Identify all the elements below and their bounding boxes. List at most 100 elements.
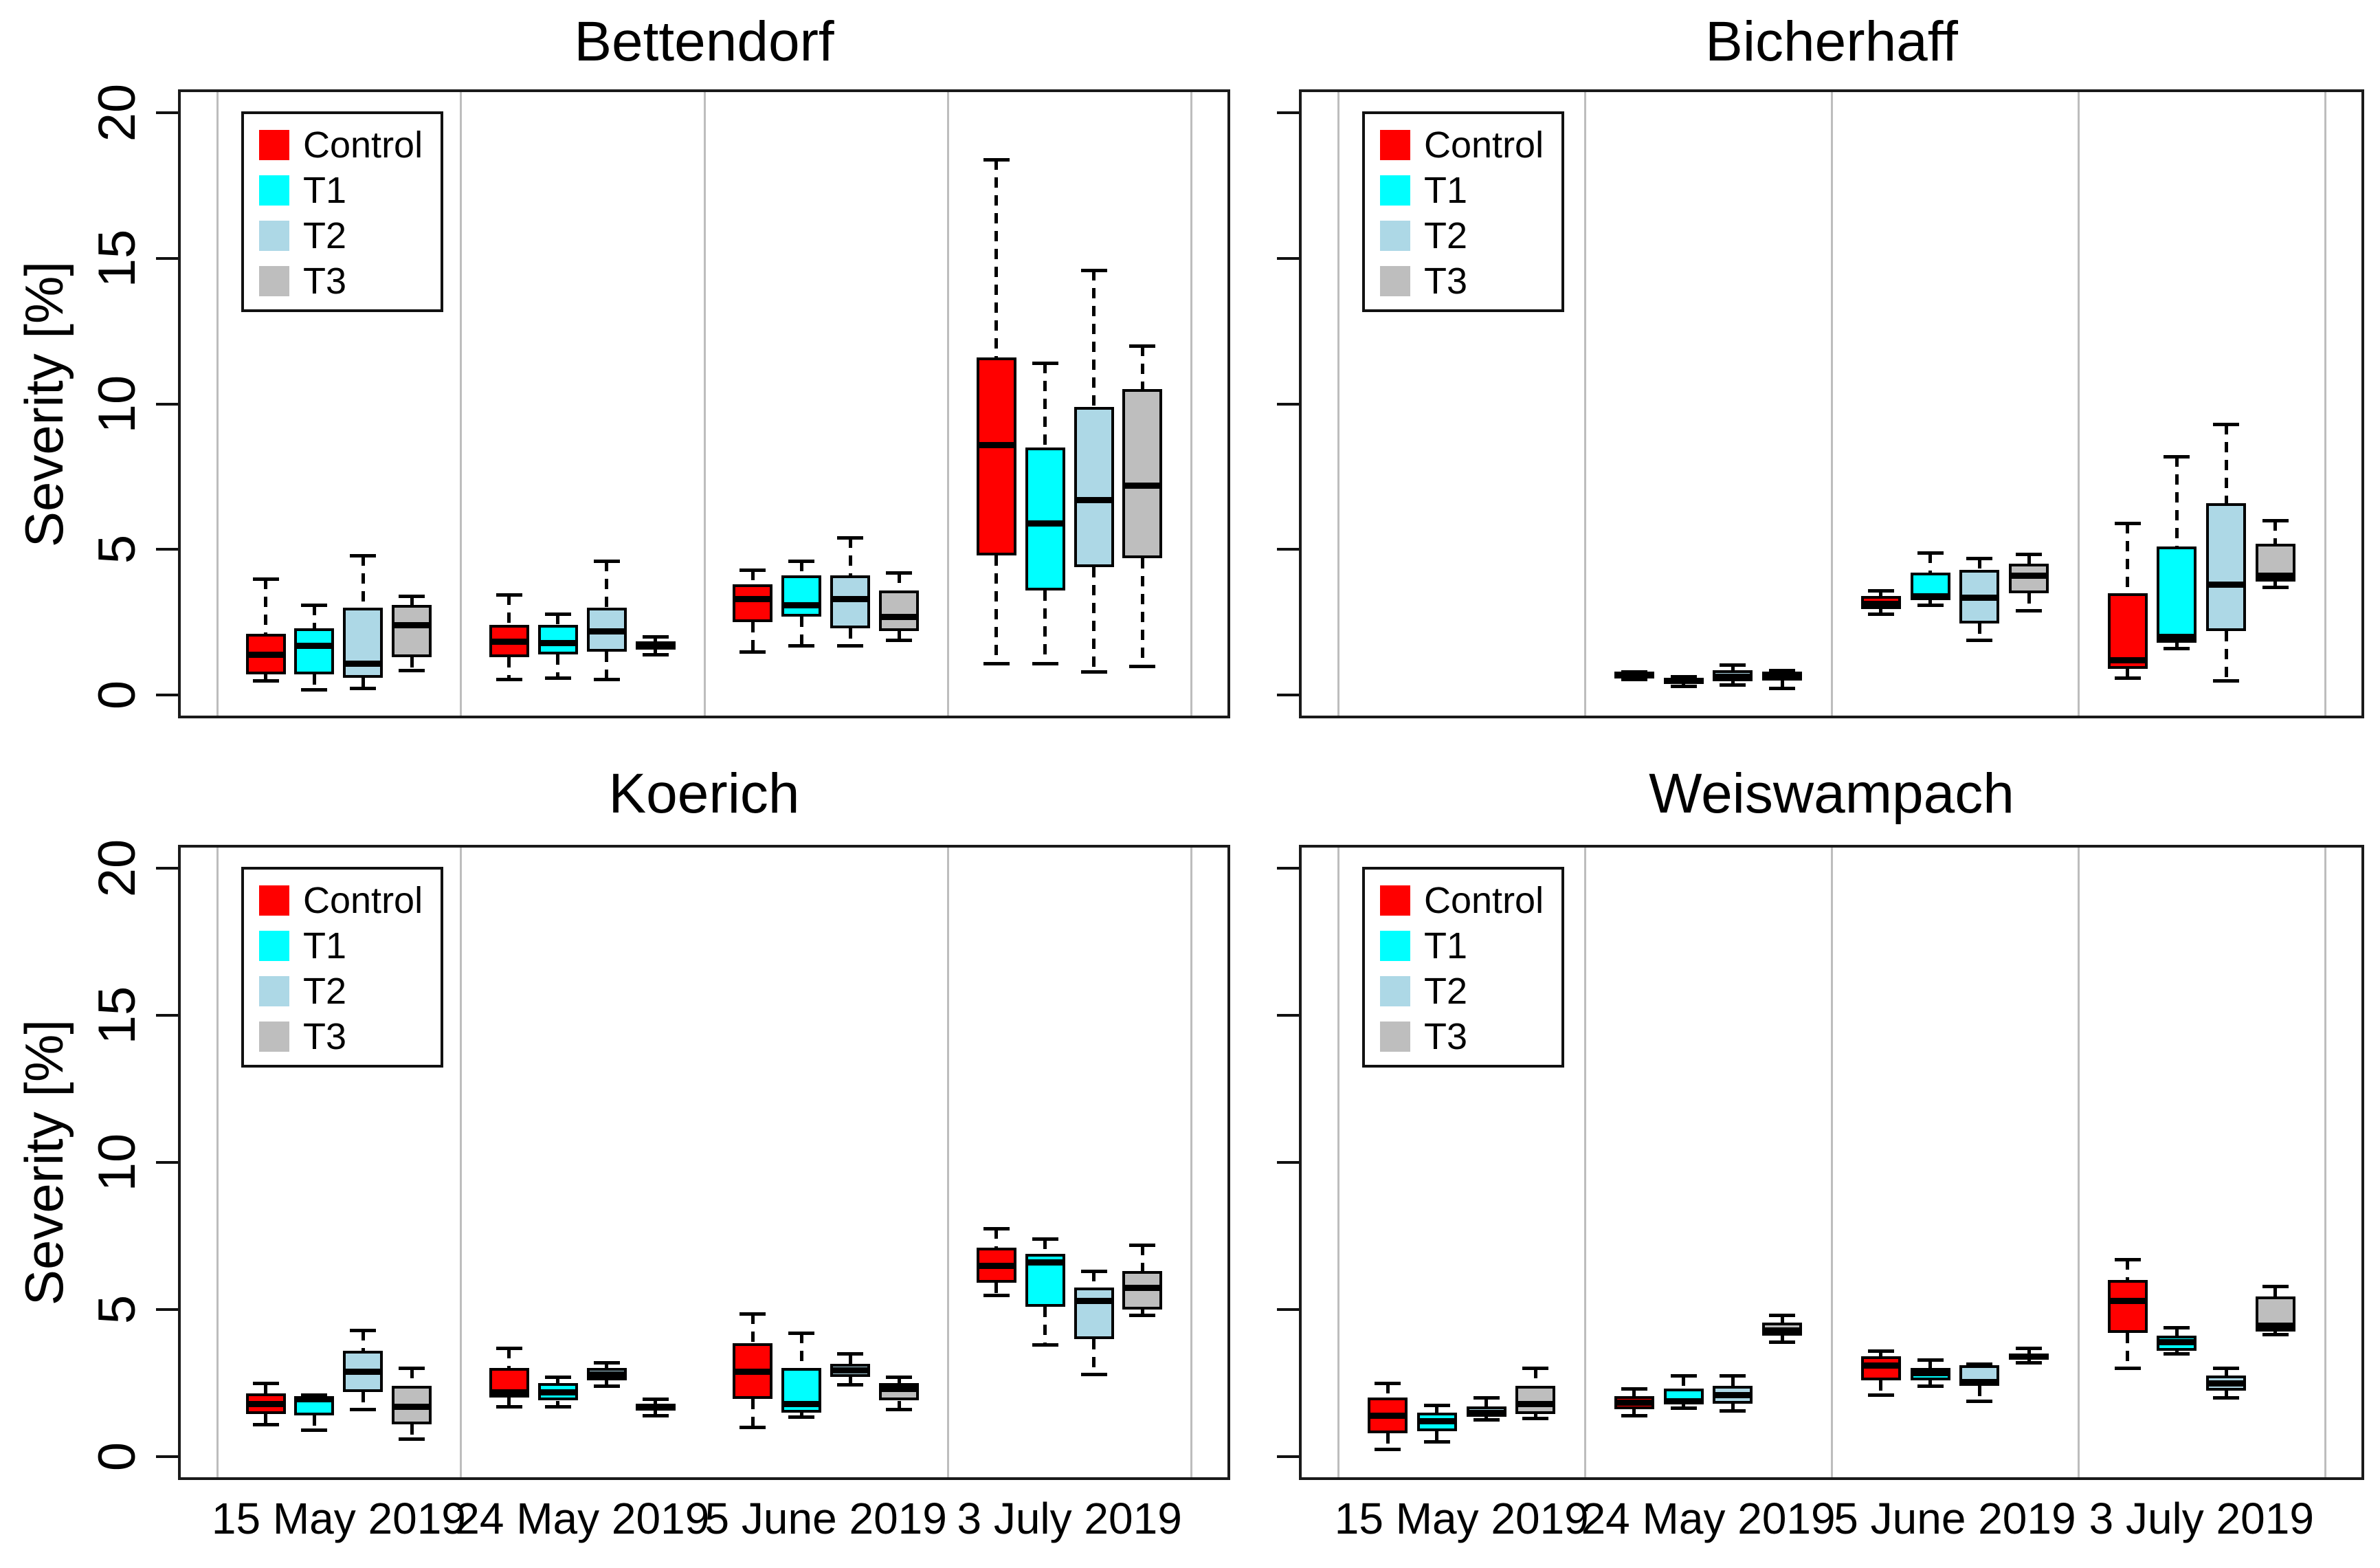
boxplot-cap-upper — [886, 1376, 913, 1380]
boxplot-whisker-lower — [848, 628, 852, 646]
boxplot-cap-upper — [1966, 557, 1993, 560]
boxplot-cap-lower — [593, 677, 620, 681]
boxplot-whisker-lower — [410, 1424, 414, 1439]
boxplot-whisker-lower — [1682, 1403, 1686, 1409]
boxplot-cap-lower — [350, 686, 377, 690]
boxplot-cap-upper — [739, 1312, 766, 1316]
legend-item-t3: T3 — [1380, 1018, 1544, 1055]
group-separator — [1831, 848, 1833, 1477]
boxplot-cap-upper — [350, 1328, 377, 1332]
boxplot-whisker-upper — [1533, 1368, 1537, 1387]
boxplot-median — [2157, 1338, 2197, 1345]
boxplot-whisker-lower — [2027, 593, 2031, 611]
boxplot-cap-upper — [544, 612, 571, 616]
x-tick-label: 5 June 2019 — [704, 1494, 947, 1543]
boxplot-median — [781, 601, 822, 608]
boxplot-whisker-lower — [750, 1399, 755, 1427]
boxplot-cap-upper — [1375, 1381, 1401, 1385]
boxplot-cap-upper — [739, 568, 766, 572]
legend-item-control: Control — [1380, 126, 1544, 164]
boxplot-whisker-upper — [556, 613, 560, 626]
boxplot-whisker-upper — [410, 1368, 414, 1387]
boxplot-whisker-lower — [994, 1283, 999, 1295]
boxplot-median — [1614, 672, 1654, 678]
boxplot-whisker-upper — [1140, 1244, 1144, 1272]
boxplot-median — [1762, 673, 1803, 680]
legend-swatch-t2 — [1380, 221, 1410, 251]
boxplot-whisker-upper — [2175, 1327, 2179, 1336]
boxplot-whisker-upper — [2224, 424, 2228, 503]
boxplot-cap-lower — [399, 669, 425, 673]
boxplot-cap-upper — [1129, 344, 1156, 348]
legend: Control T1 T2 T3 — [241, 867, 444, 1068]
y-axis-tick — [156, 548, 178, 551]
boxplot-cap-lower — [350, 1408, 377, 1412]
legend: Control T1 T2 T3 — [1362, 867, 1565, 1068]
boxplot-whisker-lower — [410, 657, 414, 671]
boxplot-median — [1910, 593, 1950, 600]
boxplot-cap-lower — [886, 638, 913, 642]
boxplot-whisker-lower — [1435, 1431, 1439, 1442]
boxplot-cap-lower — [983, 661, 1010, 665]
group-separator — [2324, 848, 2326, 1477]
legend: Control T1 T2 T3 — [241, 111, 444, 312]
boxplot-cap-lower — [837, 1382, 864, 1387]
boxplot-whisker-upper — [1977, 558, 1981, 570]
boxplot-whisker-upper — [361, 555, 365, 608]
boxplot-cap-lower — [1080, 670, 1107, 674]
legend-label-t3: T3 — [1424, 261, 1468, 302]
legend-label-control: Control — [1424, 880, 1544, 921]
boxplot-whisker-lower — [264, 1413, 268, 1424]
boxplot-cap-lower — [1080, 1373, 1107, 1376]
y-axis-tick — [156, 1161, 178, 1164]
boxplot-median — [1074, 497, 1114, 504]
boxplot-cap-lower — [1670, 685, 1697, 689]
y-axis-tick — [156, 111, 178, 114]
boxplot-cap-lower — [496, 677, 522, 681]
boxplot-box-t1 — [294, 628, 335, 675]
boxplot-cap-upper — [983, 157, 1010, 162]
boxplot-median — [1122, 1284, 1163, 1291]
x-tick-label: 15 May 2019 — [211, 1494, 466, 1543]
legend-label-t1: T1 — [1424, 925, 1468, 967]
group-separator — [2324, 92, 2326, 716]
boxplot-whisker-upper — [264, 1382, 268, 1393]
boxplot-whisker-upper — [994, 159, 999, 357]
boxplot-cap-upper — [983, 1227, 1010, 1231]
boxplot-cap-upper — [642, 1398, 669, 1402]
boxplot-median — [1025, 1259, 1065, 1266]
boxplot-cap-lower — [1473, 1418, 1500, 1422]
boxplot-box-t3 — [879, 590, 920, 631]
y-axis-tick — [1277, 1161, 1299, 1164]
boxplot-median — [2107, 657, 2148, 664]
boxplot-whisker-upper — [1092, 1271, 1096, 1288]
boxplot-whisker-lower — [1092, 1338, 1096, 1374]
boxplot-cap-upper — [2114, 522, 2141, 526]
boxplot-whisker-lower — [897, 630, 901, 640]
boxplot-median — [489, 638, 529, 645]
boxplot-whisker-lower — [897, 1400, 901, 1410]
boxplot-cap-lower — [837, 644, 864, 648]
boxplot-cap-upper — [788, 1332, 815, 1336]
boxplot-whisker-lower — [2273, 1331, 2278, 1335]
boxplot-median — [1663, 1398, 1704, 1404]
boxplot-whisker-lower — [1731, 681, 1735, 685]
boxplot-whisker-upper — [2126, 523, 2130, 593]
boxplot-cap-upper — [1917, 551, 1944, 555]
boxplot-cap-lower — [1917, 1384, 1944, 1389]
boxplot-cap-lower — [2262, 586, 2289, 590]
boxplot-box-control — [976, 357, 1016, 555]
legend-label-t2: T2 — [1424, 215, 1468, 256]
boxplot-cap-upper — [1720, 1374, 1746, 1378]
boxplot-cap-lower — [739, 1426, 766, 1429]
boxplot-whisker-upper — [1435, 1404, 1439, 1413]
boxplot-cap-lower — [642, 652, 669, 656]
group-separator — [216, 848, 219, 1477]
boxplot-whisker-upper — [1731, 664, 1735, 671]
x-tick-label: 3 July 2019 — [2089, 1494, 2314, 1543]
boxplot-box-t1 — [2157, 546, 2197, 643]
boxplot-whisker-upper — [312, 604, 316, 628]
legend-item-t2: T2 — [259, 217, 423, 254]
legend-label-control: Control — [303, 880, 423, 921]
boxplot-cap-lower — [2016, 1360, 2043, 1365]
